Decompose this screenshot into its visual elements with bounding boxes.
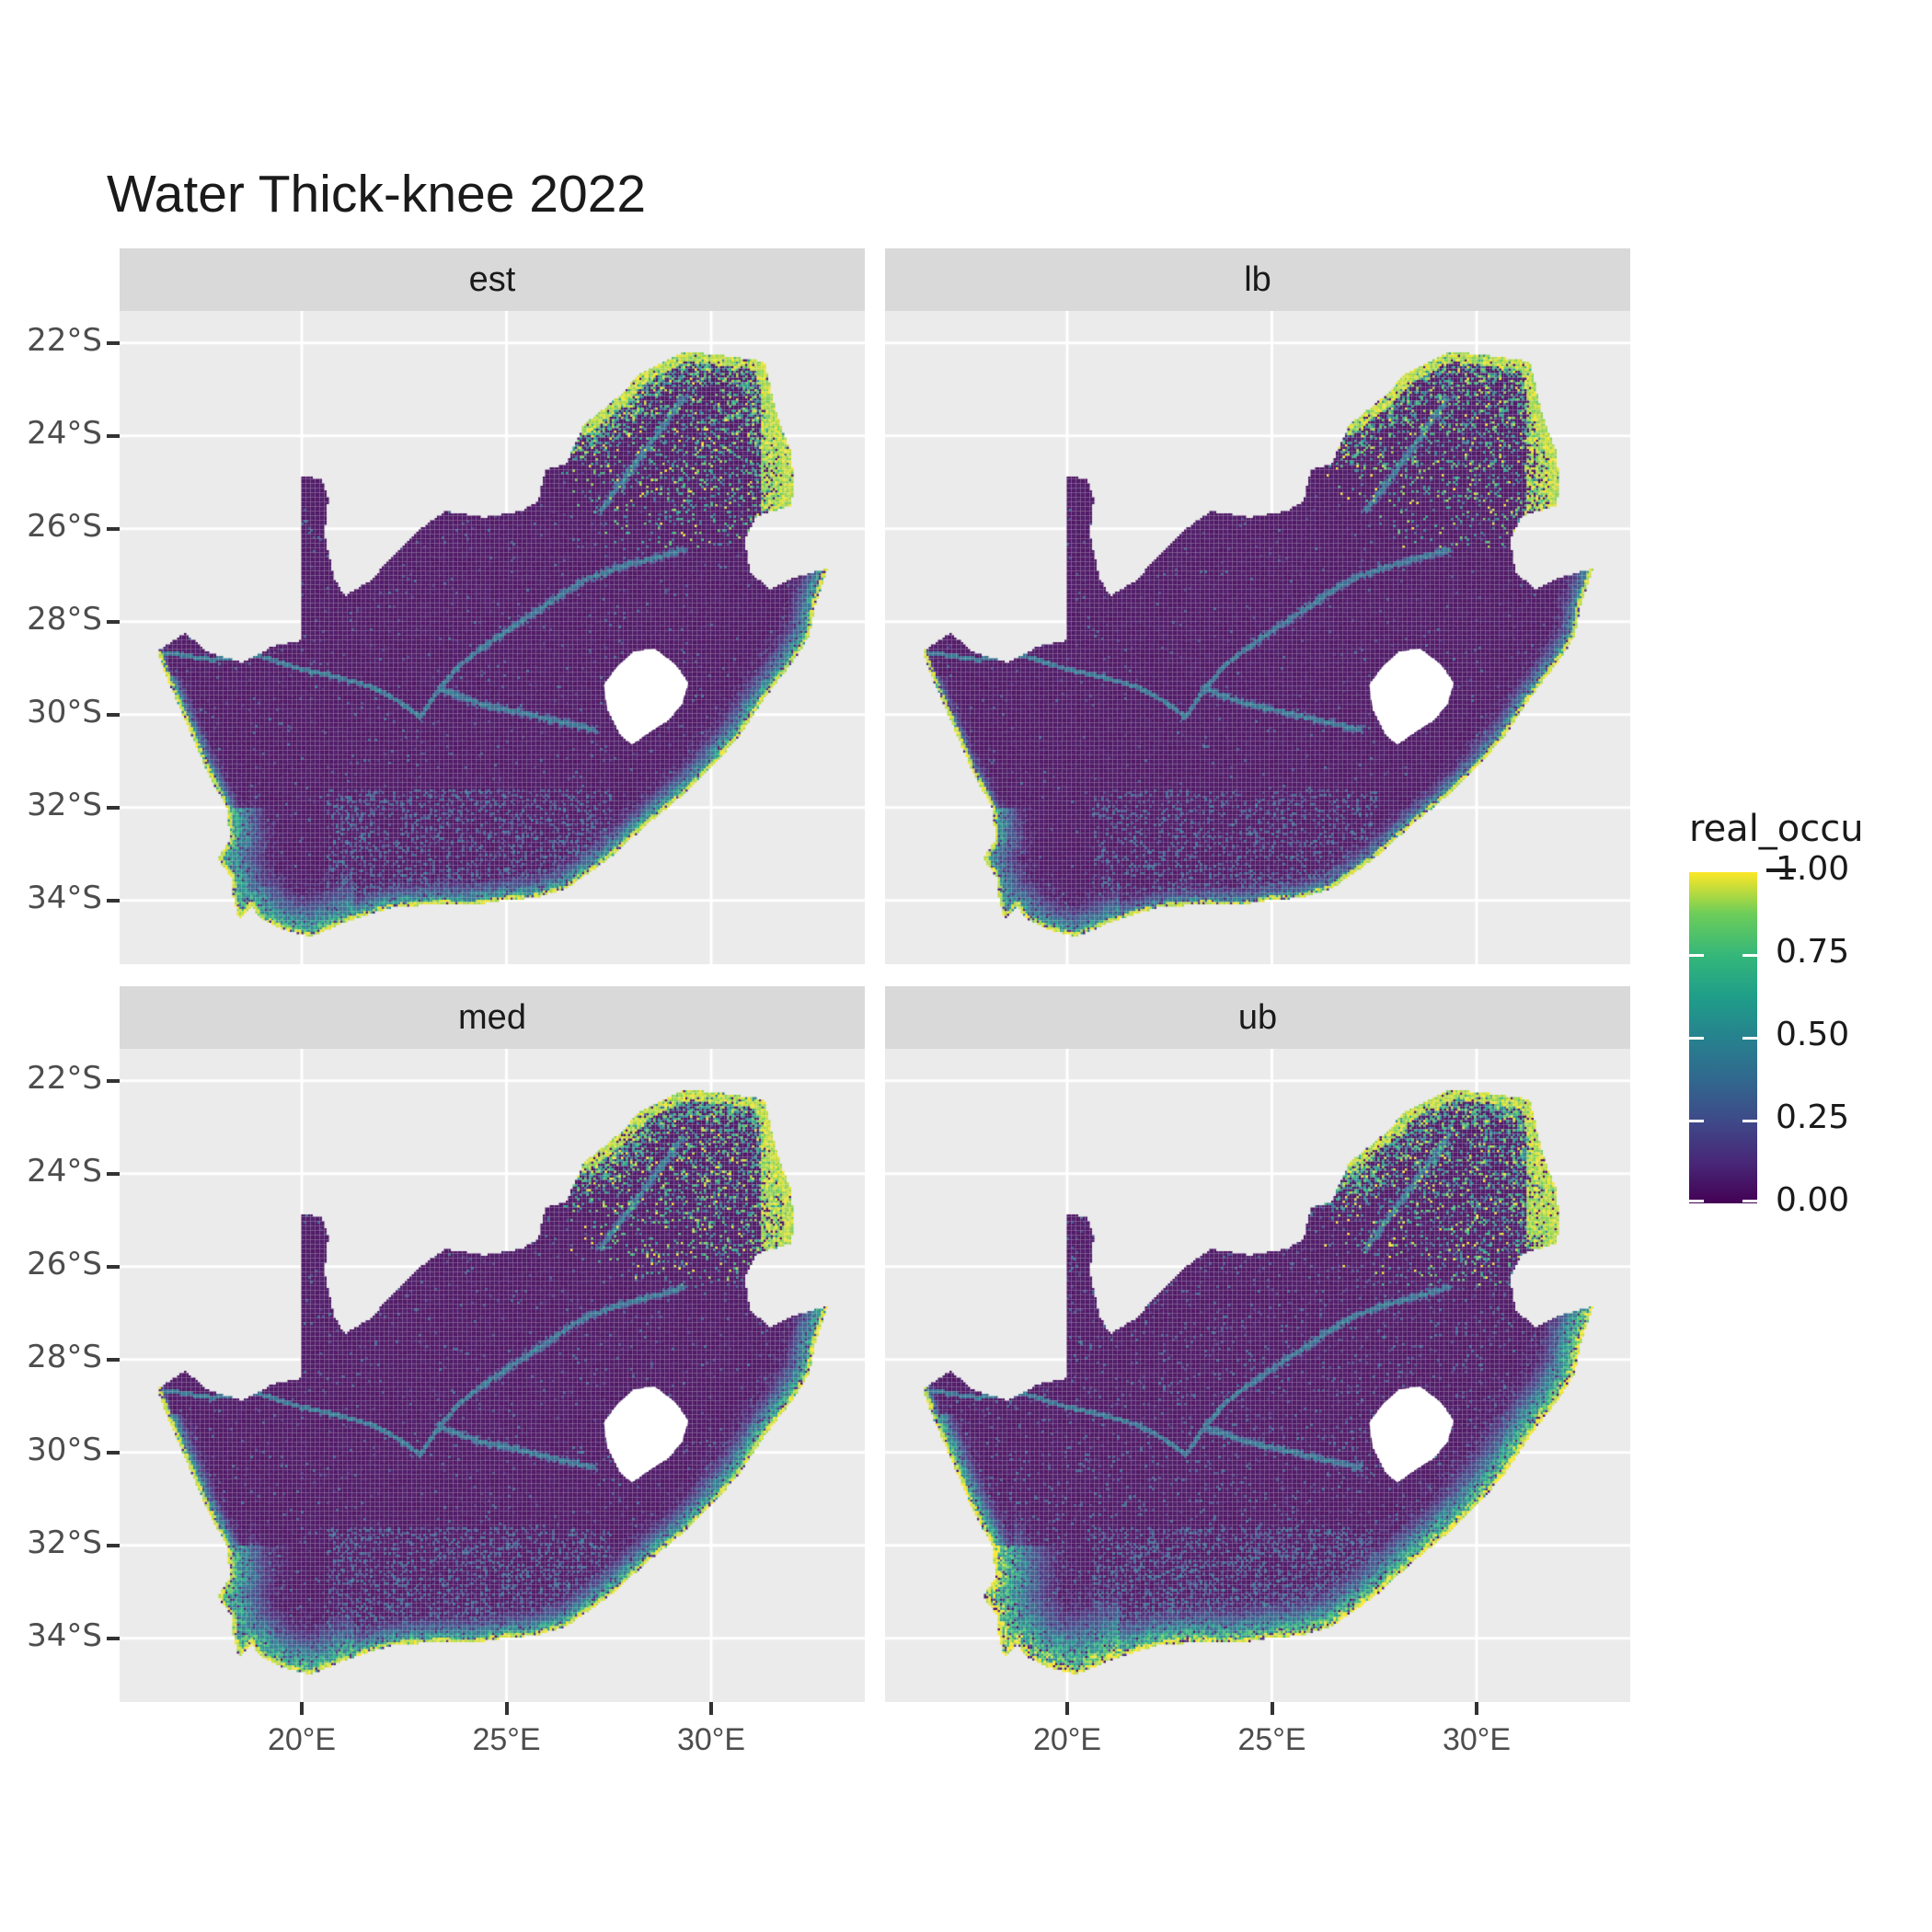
x-axis-label: 30°E [1442, 1722, 1512, 1757]
legend-tick [1742, 1036, 1757, 1040]
y-axis-label: 28°S [27, 1338, 102, 1375]
y-axis-tick [107, 898, 120, 903]
y-axis-tick [107, 526, 120, 531]
legend-tick [1742, 1200, 1757, 1202]
y-axis-tick [107, 433, 120, 438]
y-axis-label: 30°S [27, 1431, 102, 1468]
facet-strip-label: med [458, 997, 526, 1037]
x-axis-label: 30°E [676, 1722, 746, 1757]
x-axis-tick [1475, 1702, 1479, 1715]
y-axis-tick [107, 805, 120, 810]
y-axis-tick [107, 1636, 120, 1640]
y-axis-label: 34°S [27, 1616, 102, 1654]
map-panel-lb [885, 311, 1630, 964]
legend-label: 1.00 [1776, 850, 1850, 888]
legend-tick [1742, 1119, 1757, 1122]
legend-tick [1689, 1200, 1704, 1202]
y-axis-tick [107, 1264, 120, 1269]
facet-strip-med: med [120, 986, 865, 1049]
y-axis-tick [107, 619, 120, 624]
y-axis-label: 34°S [27, 879, 102, 916]
x-axis-label: 25°E [1237, 1722, 1306, 1757]
legend-title: real_occu [1689, 808, 1864, 850]
facet-strip-ub: ub [885, 986, 1630, 1049]
legend-top-tick [1766, 868, 1796, 872]
facet-strip-label: ub [1237, 997, 1278, 1037]
map-panel-med [120, 1049, 865, 1702]
legend-tick [1689, 1036, 1704, 1040]
x-axis-tick [1065, 1702, 1070, 1715]
y-axis-label: 22°S [27, 321, 102, 359]
legend-label: 0.00 [1776, 1181, 1850, 1219]
facet-strip-label: lb [1244, 259, 1271, 299]
x-axis-label: 25°E [472, 1722, 541, 1757]
y-axis-label: 26°S [27, 1245, 102, 1282]
y-axis-tick [107, 1450, 120, 1455]
legend-tick [1742, 953, 1757, 957]
legend-tick [1689, 1119, 1704, 1122]
x-axis-tick [504, 1702, 509, 1715]
y-axis-tick [107, 1543, 120, 1547]
legend-label: 0.75 [1776, 933, 1850, 971]
y-axis-tick [107, 712, 120, 717]
y-axis-tick [107, 340, 120, 345]
facet-strip-lb: lb [885, 248, 1630, 311]
y-axis-label: 24°S [27, 414, 102, 452]
legend-label: 0.25 [1776, 1098, 1850, 1136]
x-axis-label: 20°E [267, 1722, 337, 1757]
y-axis-label: 28°S [27, 600, 102, 638]
y-axis-tick [107, 1171, 120, 1176]
x-axis-label: 20°E [1032, 1722, 1102, 1757]
page-title: Water Thick-knee 2022 [107, 165, 647, 224]
x-axis-tick [1270, 1702, 1274, 1715]
facet-strip-label: est [468, 259, 516, 299]
legend-label: 0.50 [1776, 1016, 1850, 1053]
map-panel-ub [885, 1049, 1630, 1702]
facet-strip-est: est [120, 248, 865, 311]
legend-tick [1689, 953, 1704, 957]
x-axis-tick [300, 1702, 305, 1715]
y-axis-label: 32°S [27, 1524, 102, 1561]
y-axis-label: 22°S [27, 1059, 102, 1097]
y-axis-label: 24°S [27, 1152, 102, 1190]
y-axis-label: 30°S [27, 693, 102, 730]
x-axis-tick [709, 1702, 714, 1715]
y-axis-tick [107, 1357, 120, 1362]
y-axis-label: 32°S [27, 786, 102, 823]
y-axis-tick [107, 1078, 120, 1083]
y-axis-label: 26°S [27, 507, 102, 545]
map-panel-est [120, 311, 865, 964]
